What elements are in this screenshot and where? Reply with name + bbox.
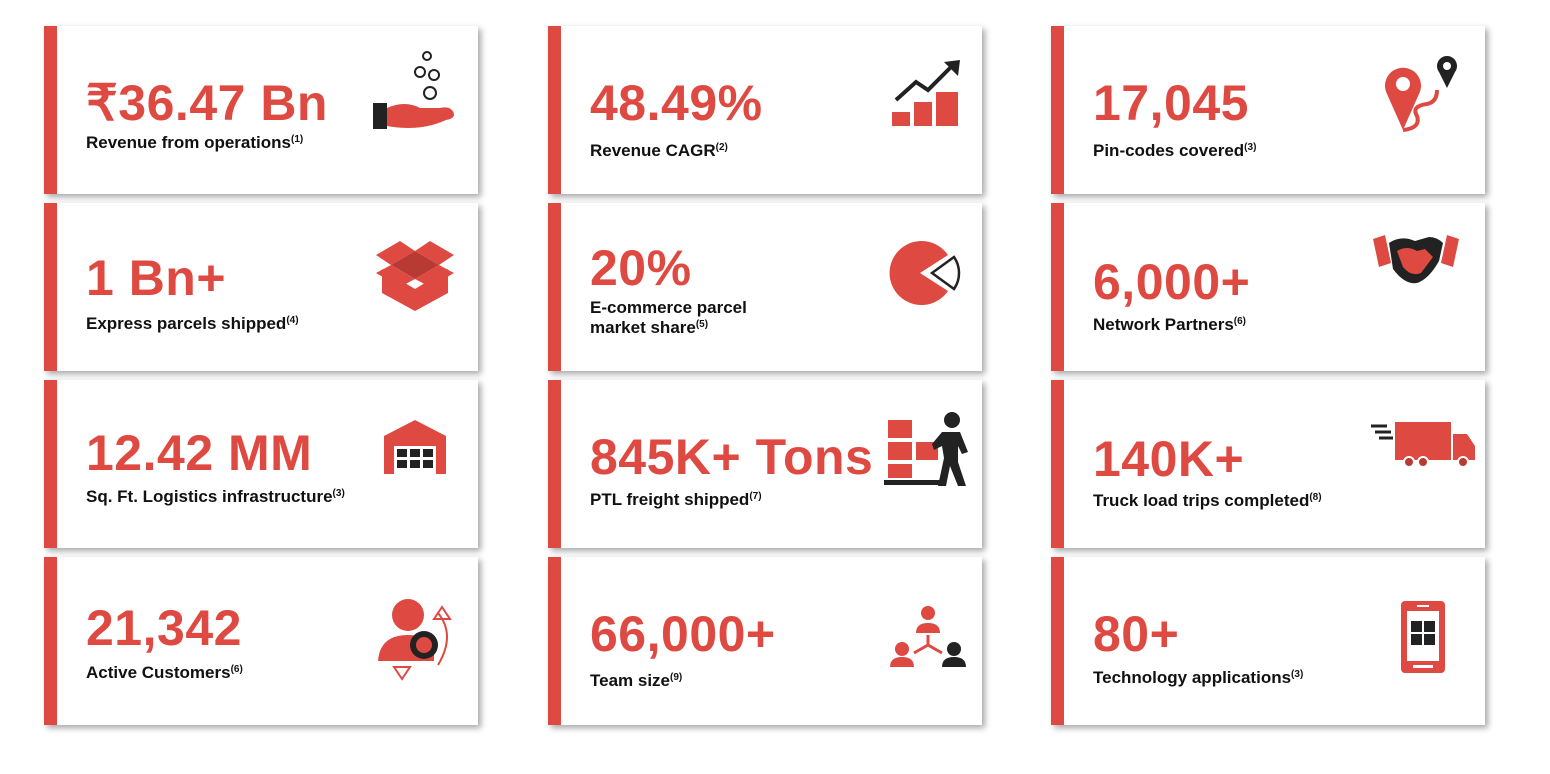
stat-card-revenue: ₹36.47 Bn Revenue from operations(1) [44,26,478,194]
stat-card-pin-codes: 17,045 Pin-codes covered(3) [1051,26,1485,194]
stat-value: 1 Bn+ [86,250,227,306]
stat-card-revenue-cagr: 48.49% Revenue CAGR(2) [548,26,982,194]
map-pin-route-icon [1381,54,1463,132]
stat-label: Express parcels shipped(4) [86,314,299,333]
stat-value: ₹36.47 Bn [86,75,328,131]
pie-chart-icon [886,237,970,307]
stat-label: Revenue from operations(1) [86,133,304,152]
column-2: 48.49% Revenue CAGR(2) 20% E-commerce pa… [548,26,982,734]
stat-value: 17,045 [1093,75,1249,131]
stat-card-tech-apps: 80+ Technology applications(3) [1051,557,1485,725]
stat-label: Revenue CAGR(2) [590,141,728,160]
stat-card-network-partners: 6,000+ Network Partners(6) [1051,203,1485,371]
customer-gear-icon [374,595,458,681]
stat-card-express-parcels: 1 Bn+ Express parcels shipped(4) [44,203,478,371]
stat-value: 21,342 [86,600,242,656]
stat-label: E-commerce parcel market share(5) [590,298,747,337]
stat-value: 140K+ [1093,431,1245,487]
stat-card-team-size: 66,000+ Team size(9) [548,557,982,725]
open-box-icon [372,239,458,311]
truck-icon [1369,420,1479,470]
stat-label: PTL freight shipped(7) [590,490,762,509]
column-1: ₹36.47 Bn Revenue from operations(1) 1 B… [44,26,478,734]
stat-value: 12.42 MM [86,425,313,481]
stat-value: 80+ [1093,606,1180,662]
handshake-icon [1371,229,1461,289]
stat-label: Sq. Ft. Logistics infrastructure(3) [86,487,345,506]
stat-value: 845K+ Tons [590,429,874,485]
stat-card-truck-trips: 140K+ Truck load trips completed(8) [1051,380,1485,548]
stat-label: Team size(9) [590,671,683,690]
stat-value: 66,000+ [590,606,776,662]
stat-card-active-customers: 21,342 Active Customers(6) [44,557,478,725]
stat-label: Active Customers(6) [86,663,243,682]
growth-chart-icon [890,58,966,128]
column-3: 17,045 Pin-codes covered(3) 6,000+ Netwo… [1051,26,1485,734]
mobile-app-icon [1399,599,1447,675]
stat-label: Technology applications(3) [1093,668,1304,687]
stat-label: Truck load trips completed(8) [1093,491,1322,510]
stat-label: Network Partners(6) [1093,315,1247,334]
stat-card-ptl-freight: 845K+ Tons PTL freight shipped(7) [548,380,982,548]
stat-card-market-share: 20% E-commerce parcel market share(5) [548,203,982,371]
stat-card-logistics-infra: 12.42 MM Sq. Ft. Logistics infrastructur… [44,380,478,548]
worker-boxes-icon [884,410,976,488]
stat-value: 6,000+ [1093,254,1251,310]
stat-value: 20% [590,240,692,296]
hand-coins-icon [370,48,460,133]
warehouse-icon [382,418,448,476]
stat-label: Pin-codes covered(3) [1093,141,1257,160]
stat-value: 48.49% [590,75,763,131]
team-icon [888,605,968,669]
